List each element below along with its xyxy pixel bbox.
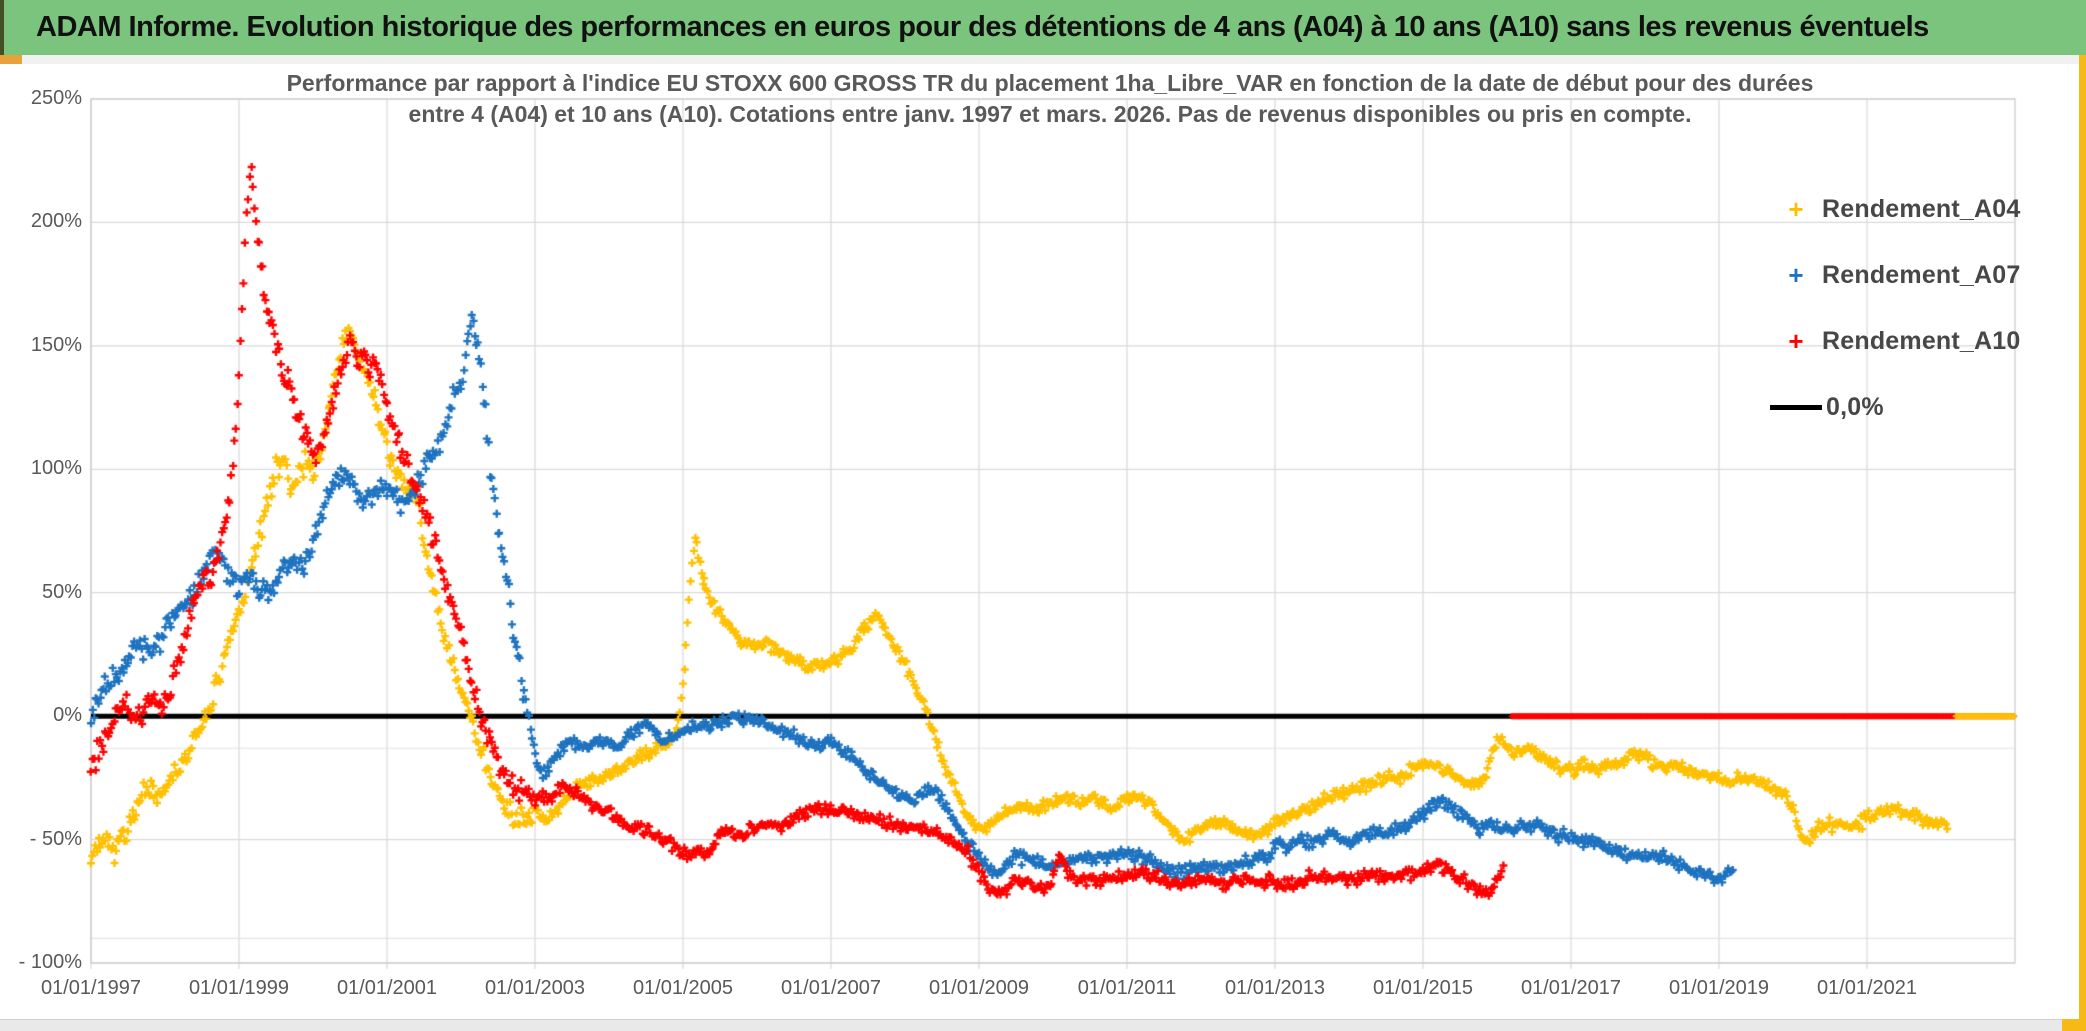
x-tick-label: 01/01/2015 — [1372, 977, 1474, 999]
x-tick-label: 01/01/1997 — [40, 977, 142, 999]
x-tick-label: 01/01/2007 — [780, 977, 882, 999]
chart-subtitle: Performance par rapport à l'indice EU ST… — [200, 68, 1900, 130]
x-tick-label: 01/01/1999 — [188, 977, 290, 999]
legend-label: Rendement_A10 — [1822, 326, 2021, 355]
legend-label: 0,0% — [1826, 392, 1884, 421]
legend-label: Rendement_A07 — [1822, 260, 2021, 289]
y-tick-label: - 50% — [29, 827, 82, 850]
y-tick-label: 200% — [30, 210, 82, 233]
x-tick-label: 01/01/2011 — [1077, 977, 1177, 999]
legend-item-a04: + Rendement_A04 — [1770, 176, 2021, 242]
title-bar-left-edge — [0, 0, 4, 55]
right-accent-border — [2079, 55, 2086, 1031]
y-tick-label: 0% — [53, 704, 82, 727]
x-tick-label: 01/01/2017 — [1520, 977, 1622, 999]
y-tick-label: - 100% — [18, 951, 82, 973]
y-tick-label: 100% — [30, 457, 82, 480]
legend-label: Rendement_A04 — [1822, 194, 2021, 223]
chart-legend: + Rendement_A04 + Rendement_A07 + Rendem… — [1770, 176, 2021, 440]
chart-subtitle-line2: entre 4 (A04) et 10 ans (A10). Cotations… — [408, 101, 1692, 127]
header-divider-strip — [0, 55, 2086, 64]
legend-item-a07: + Rendement_A07 — [1770, 242, 2021, 308]
x-tick-label: 01/01/2003 — [484, 977, 586, 999]
y-tick-label: 150% — [30, 333, 82, 356]
zero-line-swatch-icon — [1770, 404, 1822, 410]
bottom-band — [0, 1019, 2086, 1031]
x-tick-label: 01/01/2001 — [336, 977, 438, 999]
plus-marker-icon: + — [1788, 326, 1804, 356]
plus-marker-icon: + — [1788, 260, 1804, 290]
chart-subtitle-line1: Performance par rapport à l'indice EU ST… — [286, 70, 1814, 96]
x-tick-label: 01/01/2019 — [1668, 977, 1770, 999]
x-tick-label: 01/01/2009 — [928, 977, 1030, 999]
x-tick-label: 01/01/2021 — [1816, 977, 1918, 999]
left-accent-mark — [0, 55, 22, 64]
legend-item-a10: + Rendement_A10 — [1770, 308, 2021, 374]
y-tick-label: 250% — [30, 87, 82, 109]
bottom-right-accent — [2062, 1019, 2086, 1031]
plus-marker-icon: + — [1788, 194, 1804, 224]
performance-scatter-canvas — [0, 64, 2079, 1019]
report-title: ADAM Informe. Evolution historique des p… — [36, 11, 1929, 43]
y-tick-label: 50% — [41, 580, 82, 603]
report-title-bar: ADAM Informe. Evolution historique des p… — [0, 0, 2086, 55]
performance-chart: Performance par rapport à l'indice EU ST… — [0, 64, 2079, 1019]
legend-item-zero-line: 0,0% — [1770, 374, 2021, 440]
x-tick-label: 01/01/2013 — [1224, 977, 1326, 999]
x-tick-label: 01/01/2005 — [632, 977, 734, 999]
